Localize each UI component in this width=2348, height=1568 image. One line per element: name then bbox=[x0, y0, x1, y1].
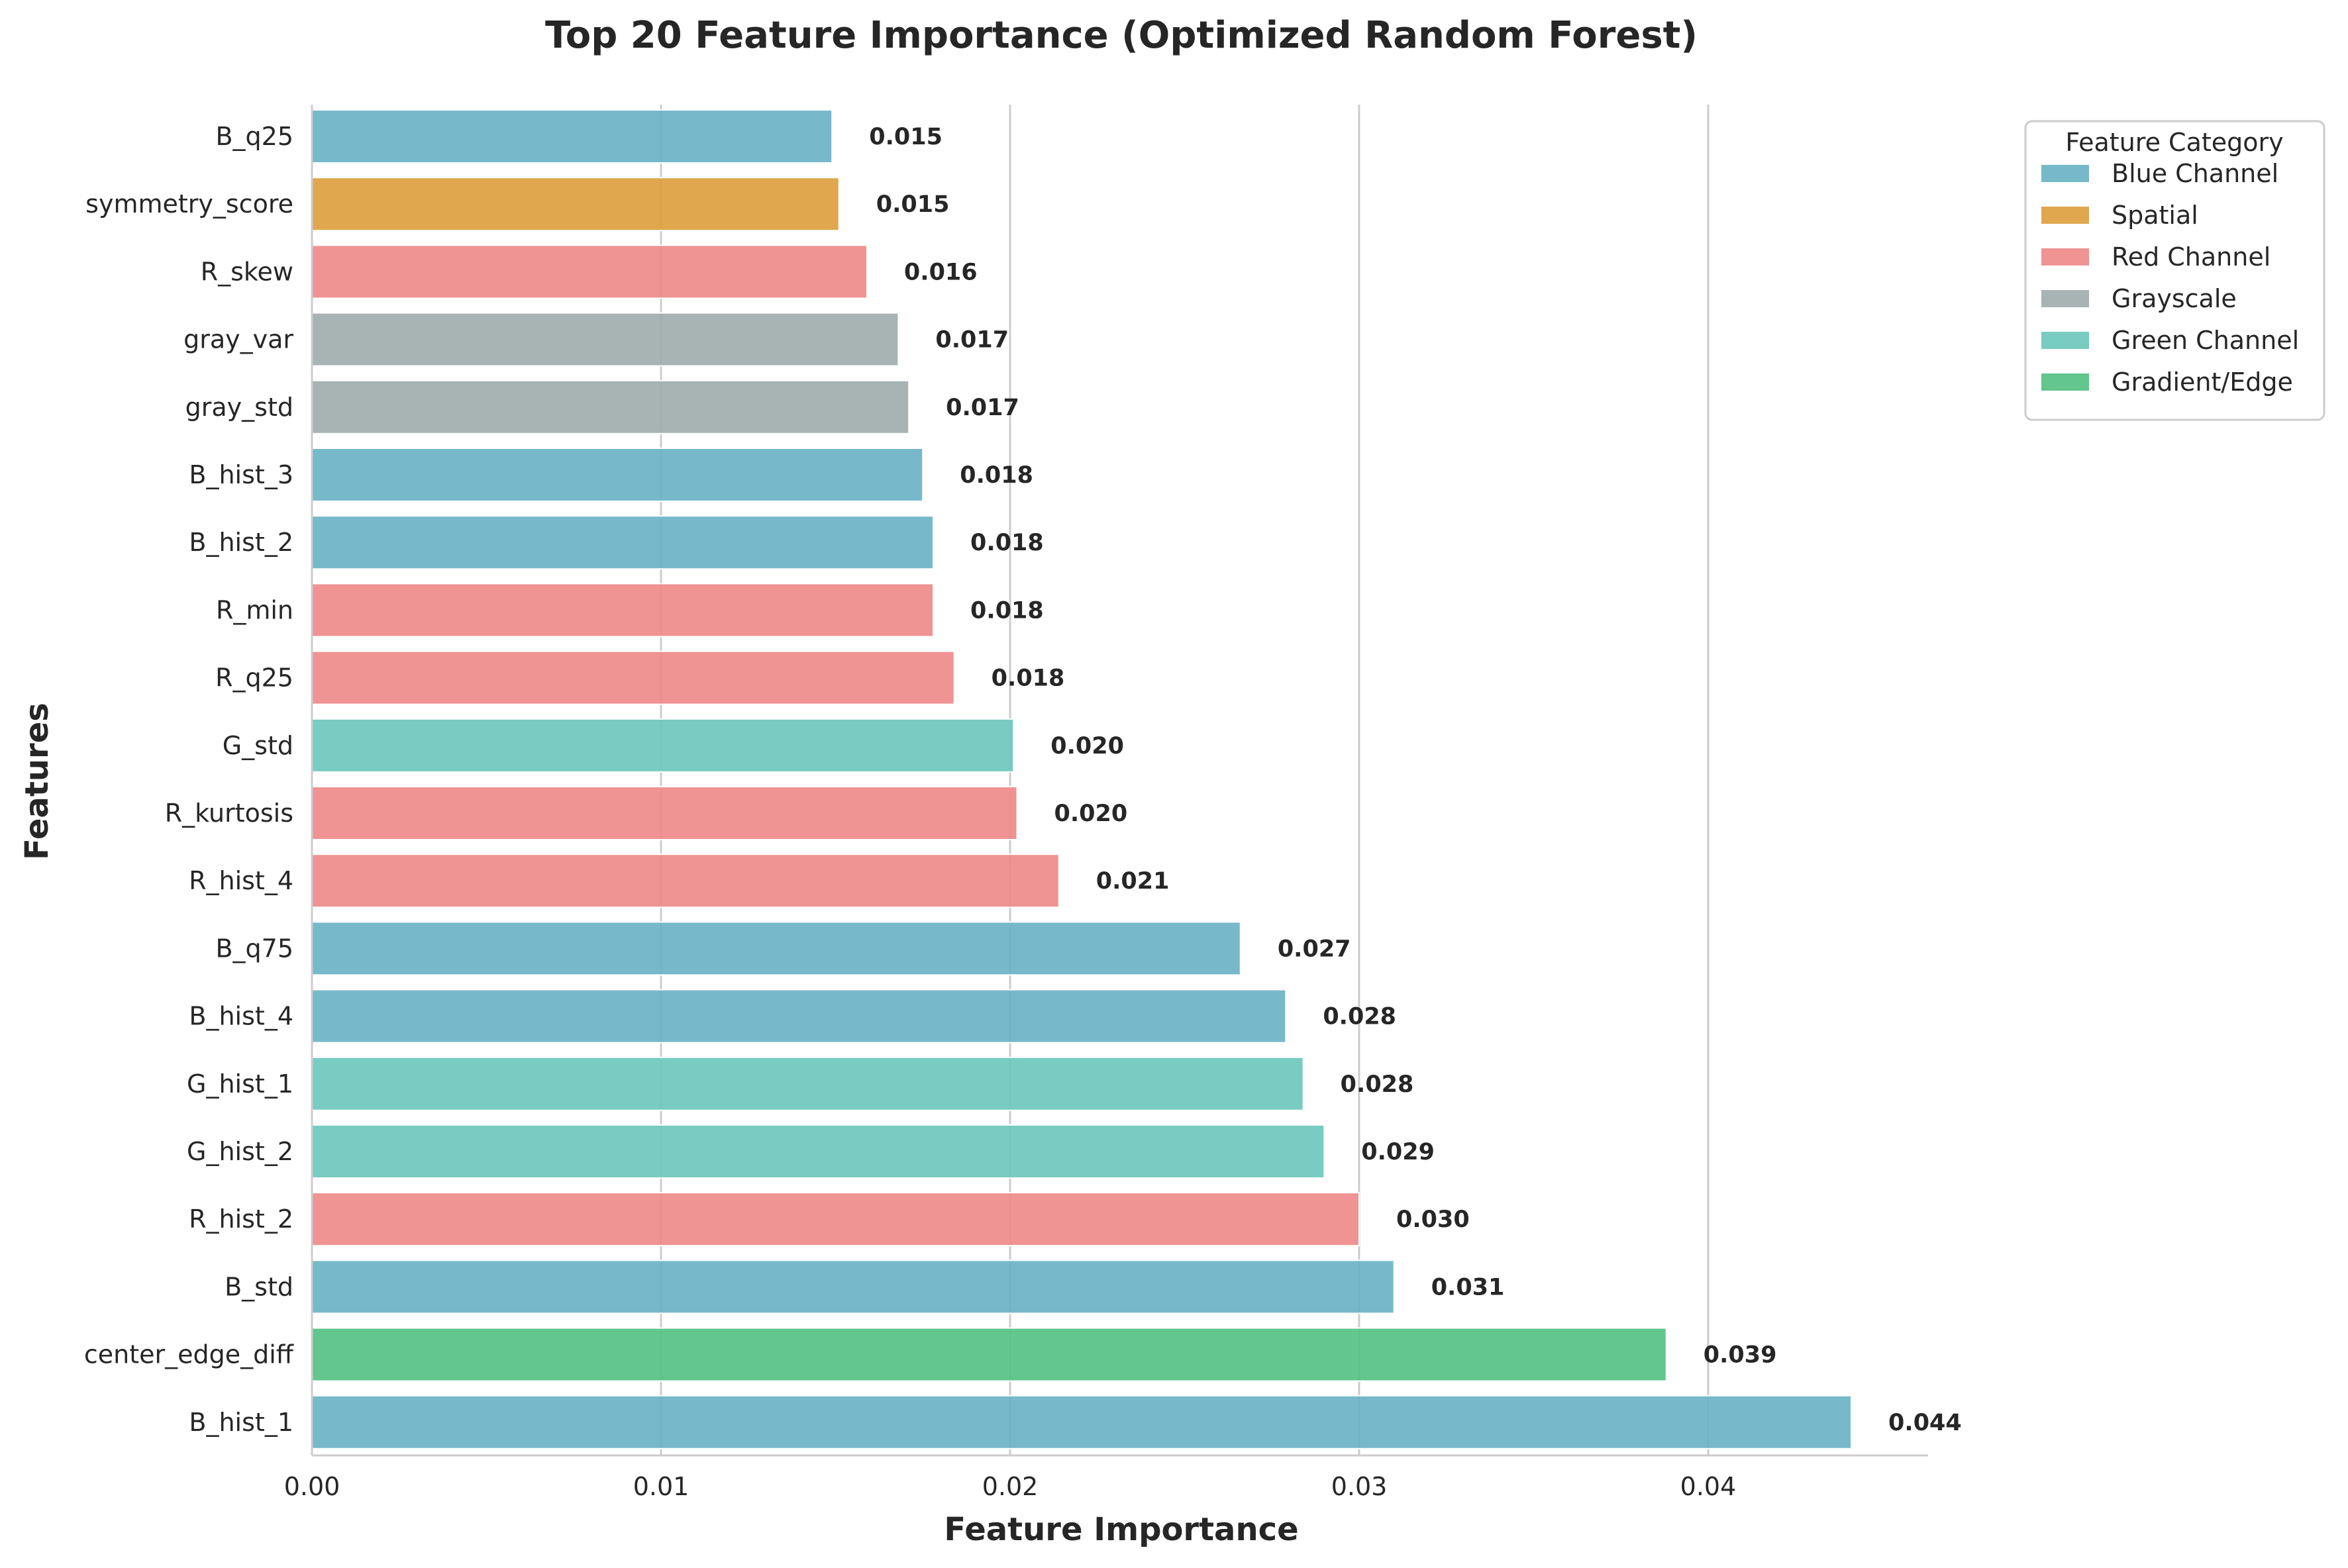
y-tick-label: center_edge_diff bbox=[84, 1340, 294, 1369]
y-tick-label: gray_var bbox=[183, 325, 293, 354]
y-tick-label: gray_std bbox=[185, 393, 293, 422]
legend-label: Gradient/Edge bbox=[2112, 368, 2293, 397]
bar bbox=[311, 1395, 1853, 1449]
legend-frame bbox=[2024, 120, 2325, 421]
y-tick-label: symmetry_score bbox=[85, 189, 293, 219]
bar bbox=[311, 448, 924, 502]
value-label: 0.017 bbox=[946, 395, 1019, 421]
y-tick-label: B_q25 bbox=[215, 122, 293, 151]
legend-label: Green Channel bbox=[2112, 326, 2299, 355]
y-tick-label: B_std bbox=[225, 1272, 293, 1301]
y-tick-label: B_hist_1 bbox=[189, 1408, 293, 1437]
bars bbox=[311, 109, 1853, 1449]
value-label: 0.029 bbox=[1361, 1139, 1435, 1165]
legend-items: Blue Channel Spatial Red Channel Grayscale G… bbox=[2041, 159, 2299, 397]
y-axis-title: Features bbox=[19, 703, 56, 860]
value-label: 0.028 bbox=[1341, 1071, 1414, 1098]
y-tick-label: G_std bbox=[223, 731, 293, 760]
x-tick-label: 0.02 bbox=[982, 1472, 1039, 1501]
y-tick-label: R_kurtosis bbox=[165, 799, 293, 828]
axes bbox=[311, 105, 1928, 1457]
legend-label: Red Channel bbox=[2112, 242, 2271, 271]
bar bbox=[311, 1124, 1325, 1179]
bar bbox=[311, 379, 910, 434]
y-tick-label: B_hist_2 bbox=[189, 528, 293, 557]
legend-title: Feature Category bbox=[2065, 128, 2283, 157]
bar bbox=[311, 244, 868, 299]
value-labels: 0.015 0.015 0.016 0.017 0.017 0.018 0.018 0.018… bbox=[869, 124, 1962, 1436]
bar bbox=[311, 515, 935, 570]
legend-label: Grayscale bbox=[2112, 284, 2237, 313]
value-label: 0.044 bbox=[1888, 1410, 1962, 1436]
chart-title: Top 20 Feature Importance (Optimized Ran… bbox=[545, 14, 1698, 57]
y-tick-label: R_hist_4 bbox=[189, 866, 293, 895]
bar bbox=[311, 1056, 1304, 1111]
value-label: 0.018 bbox=[970, 597, 1044, 624]
grid-lines bbox=[660, 105, 1710, 1455]
legend-label: Blue Channel bbox=[2112, 159, 2278, 188]
y-tick-label: R_hist_2 bbox=[189, 1204, 293, 1234]
value-label: 0.028 bbox=[1323, 1004, 1396, 1030]
legend-swatch bbox=[2041, 332, 2089, 349]
legend-swatch bbox=[2041, 290, 2089, 307]
y-tick-label: R_min bbox=[216, 595, 293, 624]
legend-swatch bbox=[2041, 373, 2089, 391]
bar bbox=[311, 786, 1018, 840]
value-label: 0.015 bbox=[869, 124, 943, 150]
x-tick-label: 0.00 bbox=[284, 1472, 340, 1501]
bar bbox=[311, 718, 1015, 773]
y-tick-label: B_q75 bbox=[215, 934, 293, 963]
value-label: 0.039 bbox=[1704, 1342, 1777, 1369]
y-tick-label: R_q25 bbox=[215, 663, 293, 693]
y-tick-label: B_hist_4 bbox=[189, 1002, 293, 1031]
value-label: 0.027 bbox=[1278, 936, 1351, 962]
y-tick-label: R_skew bbox=[201, 257, 293, 286]
bar bbox=[311, 1327, 1667, 1382]
legend-swatch bbox=[2041, 207, 2089, 224]
bar bbox=[311, 583, 935, 638]
bar bbox=[311, 1259, 1395, 1314]
bar bbox=[311, 921, 1241, 976]
x-axis-title: Feature Importance bbox=[944, 1511, 1298, 1548]
bar bbox=[311, 1192, 1360, 1247]
x-tick-label: 0.04 bbox=[1680, 1472, 1737, 1501]
legend-label: Spatial bbox=[2112, 201, 2198, 230]
y-tick-label: B_hist_3 bbox=[189, 460, 293, 489]
value-label: 0.015 bbox=[876, 191, 950, 218]
bar bbox=[311, 854, 1060, 908]
value-label: 0.020 bbox=[1050, 733, 1124, 760]
value-label: 0.018 bbox=[992, 665, 1065, 692]
y-tick-label: G_hist_2 bbox=[187, 1137, 293, 1166]
value-label: 0.020 bbox=[1054, 801, 1128, 827]
value-label: 0.018 bbox=[960, 462, 1033, 489]
bar bbox=[311, 109, 833, 164]
legend-swatch bbox=[2041, 248, 2089, 266]
bar bbox=[311, 989, 1287, 1044]
bar bbox=[311, 650, 955, 705]
legend-swatch bbox=[2041, 165, 2089, 182]
tick-labels: 0.00 0.01 0.02 0.03 0.04 B_q25 symmetry_score R… bbox=[84, 122, 1736, 1501]
value-label: 0.016 bbox=[904, 259, 978, 285]
value-label: 0.017 bbox=[935, 327, 1009, 354]
value-label: 0.021 bbox=[1096, 868, 1170, 895]
legend: Feature Category Blue Channel Spatial Red … bbox=[2024, 120, 2325, 421]
value-label: 0.031 bbox=[1431, 1274, 1505, 1300]
bar bbox=[311, 177, 840, 232]
x-tick-label: 0.01 bbox=[633, 1472, 689, 1501]
value-label: 0.018 bbox=[970, 530, 1044, 556]
y-tick-label: G_hist_1 bbox=[187, 1069, 293, 1099]
x-tick-label: 0.03 bbox=[1331, 1472, 1388, 1501]
value-label: 0.030 bbox=[1396, 1206, 1470, 1233]
bar bbox=[311, 312, 899, 367]
